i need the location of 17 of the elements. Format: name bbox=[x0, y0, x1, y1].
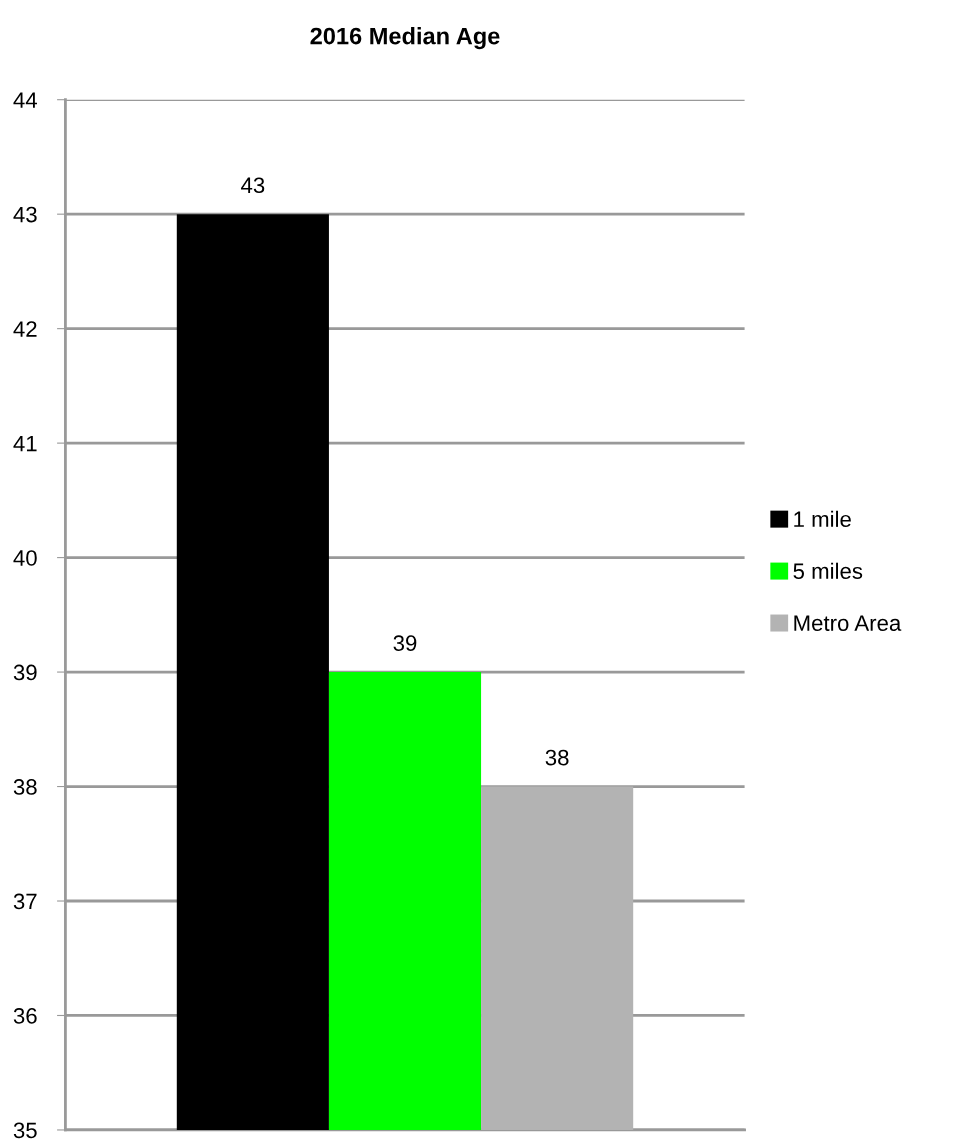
y-tick-label: 35 bbox=[13, 1122, 37, 1139]
data-label: 38 bbox=[545, 749, 569, 766]
y-tick-label: 38 bbox=[13, 779, 37, 795]
legend-label: 5 miles bbox=[793, 562, 863, 580]
y-tick-label: 41 bbox=[13, 435, 37, 452]
y-tick-label: 44 bbox=[13, 92, 37, 108]
data-label: 43 bbox=[241, 177, 265, 194]
legend-label: 1 mile bbox=[794, 510, 851, 528]
legend-label: Metro Area bbox=[794, 615, 902, 631]
y-tick-label: 39 bbox=[13, 664, 37, 681]
y-tick-label: 37 bbox=[13, 893, 37, 910]
y-tick-label: 36 bbox=[13, 1008, 37, 1024]
chart-title: 2016 Median Age bbox=[310, 27, 500, 50]
y-tick-label: 40 bbox=[13, 550, 37, 566]
data-label: 39 bbox=[393, 635, 417, 652]
y-tick-label: 42 bbox=[13, 321, 37, 337]
y-tick-label: 43 bbox=[13, 206, 37, 223]
